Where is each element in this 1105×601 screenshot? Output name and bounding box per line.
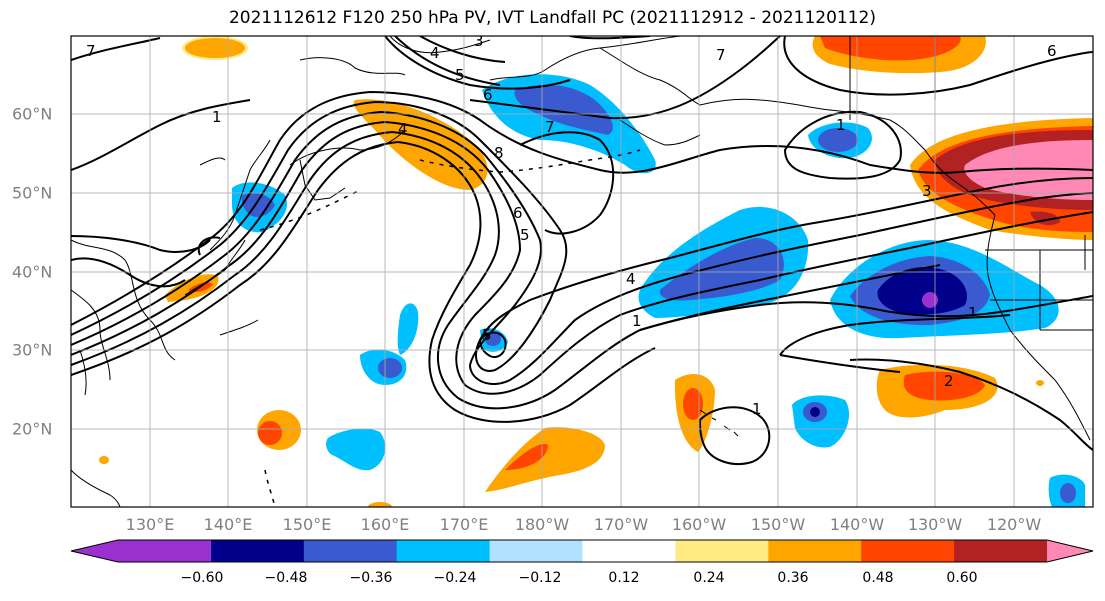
colorbar-extend-low bbox=[71, 540, 211, 562]
colorbar-tick-label: −0.48 bbox=[264, 570, 308, 586]
lat-label: 60°N bbox=[12, 104, 53, 124]
contour-label: 3 bbox=[922, 182, 932, 200]
colorbar-swatch bbox=[396, 540, 491, 562]
colorbar-tick-label: −0.24 bbox=[433, 570, 477, 586]
contour-label: 4 bbox=[430, 44, 440, 62]
colorbar-swatch bbox=[582, 540, 676, 562]
colorbar-swatch bbox=[861, 540, 955, 562]
contour-label: 6 bbox=[513, 204, 523, 222]
contour-label: 5 bbox=[482, 326, 492, 344]
contour-label: 7 bbox=[716, 46, 726, 64]
lat-label: 30°N bbox=[12, 340, 53, 360]
contour-label: 4 bbox=[398, 120, 408, 138]
colorbar-tick-label: 0.60 bbox=[946, 570, 978, 586]
pv-contours bbox=[71, 36, 1093, 465]
map-panel: 7 4 3 5 6 7 7 6 8 6 5 4 1 1 1 3 4 2 1 1 … bbox=[71, 32, 1093, 507]
contour-label: 1 bbox=[632, 312, 642, 330]
lon-label: 150°W bbox=[750, 515, 806, 534]
colorbar-tick-label: 0.12 bbox=[608, 570, 640, 586]
lon-label: 130°W bbox=[907, 515, 963, 534]
colorbar-swatch bbox=[303, 540, 398, 562]
lon-label: 140°E bbox=[203, 515, 253, 534]
colorbar-extend-high bbox=[1047, 540, 1093, 562]
contour-label: 1 bbox=[968, 304, 978, 322]
contour-label: 7 bbox=[86, 42, 96, 60]
contour-label: 3 bbox=[474, 32, 484, 50]
colorbar-swatch bbox=[210, 540, 305, 562]
contour-label: 8 bbox=[494, 144, 504, 162]
colorbar-swatch bbox=[954, 540, 1048, 562]
contour-label: 1 bbox=[212, 108, 222, 126]
colorbar bbox=[70, 539, 1094, 563]
lon-label: 120°W bbox=[986, 515, 1042, 534]
map-title: 2021112612 F120 250 hPa PV, IVT Landfall… bbox=[228, 8, 876, 28]
colorbar-swatch bbox=[768, 540, 862, 562]
contour-label: 5 bbox=[455, 66, 465, 84]
lat-label: 50°N bbox=[12, 183, 53, 203]
lon-label: 160°W bbox=[671, 515, 727, 534]
contour-label: 5 bbox=[520, 226, 530, 244]
lon-label: 170°E bbox=[439, 515, 489, 534]
map-frame bbox=[70, 35, 1094, 508]
colorbar-tick-label: −0.60 bbox=[180, 570, 224, 586]
colorbar-tick-label: 0.48 bbox=[862, 570, 894, 586]
lon-label: 180°W bbox=[514, 515, 570, 534]
contour-label: 1 bbox=[752, 400, 762, 418]
colorbar-tick-label: 0.24 bbox=[693, 570, 725, 586]
grid-lines bbox=[71, 36, 1093, 507]
coastlines bbox=[71, 36, 1093, 507]
contour-labels: 7 4 3 5 6 7 7 6 8 6 5 4 1 1 1 3 4 2 1 1 … bbox=[86, 32, 1057, 418]
lon-label: 170°W bbox=[593, 515, 649, 534]
contour-label: 6 bbox=[483, 86, 493, 104]
lon-label: 130°E bbox=[125, 515, 175, 534]
contour-label: 1 bbox=[836, 116, 846, 134]
contour-label: 6 bbox=[1047, 42, 1057, 60]
colorbar-swatch bbox=[675, 540, 769, 562]
colorbar-tick-label: −0.36 bbox=[349, 570, 393, 586]
colorbar-tick-label: −0.12 bbox=[518, 570, 562, 586]
lon-label: 140°W bbox=[829, 515, 885, 534]
island-chain bbox=[259, 149, 641, 507]
lat-label: 40°N bbox=[12, 262, 53, 282]
contour-label: 7 bbox=[545, 118, 555, 136]
lat-label: 20°N bbox=[12, 419, 53, 439]
lon-label: 150°E bbox=[282, 515, 332, 534]
lon-label: 160°E bbox=[360, 515, 410, 534]
contour-label: 2 bbox=[944, 372, 954, 390]
colorbar-swatch bbox=[489, 540, 583, 562]
positive-shading bbox=[99, 36, 1093, 507]
colorbar-tick-label: 0.36 bbox=[777, 570, 809, 586]
contour-label: 4 bbox=[626, 270, 636, 288]
